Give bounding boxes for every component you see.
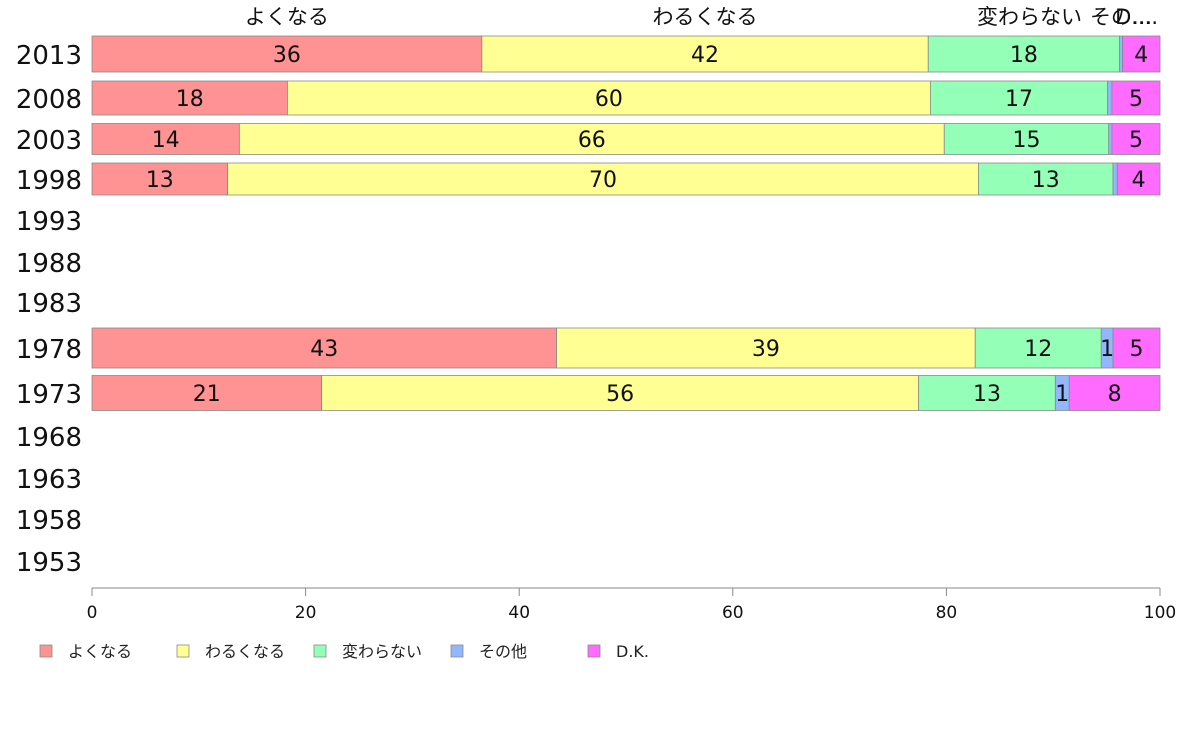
top-series-label-1: わるくなる	[653, 5, 758, 29]
year-label-1968: 1968	[16, 423, 82, 453]
data-label-1978-3: 1	[1100, 337, 1114, 362]
bar-segment-1998-4	[1116, 162, 1161, 196]
bar-segment-1998-1	[227, 162, 979, 196]
data-label-2003-1: 66	[578, 128, 606, 153]
top-series-label-2: 変わらない	[977, 5, 1082, 29]
data-label-2003-2: 15	[1013, 128, 1041, 153]
bar-segment-2008-3	[1107, 80, 1113, 116]
bar-segment-2003-3	[1108, 123, 1113, 155]
bar-segment-2013-3	[1119, 35, 1124, 73]
data-label-1978-2: 12	[1024, 337, 1052, 362]
year-label-1993: 1993	[16, 207, 82, 237]
bar-segment-1978-0	[91, 327, 557, 369]
data-label-2008-0: 18	[176, 87, 204, 112]
year-label-1983: 1983	[16, 289, 82, 319]
data-label-2013-0: 36	[273, 43, 301, 68]
year-label-1963: 1963	[16, 465, 82, 495]
legend-swatch-0	[39, 644, 53, 658]
top-series-label-4: D....	[1115, 5, 1158, 29]
bar-segment-2003-1	[238, 123, 945, 155]
legend-label-3: その他	[479, 642, 527, 661]
legend-label-1: わるくなる	[205, 642, 285, 661]
year-label-2003: 2003	[16, 126, 82, 156]
data-label-1998-1: 70	[589, 168, 617, 193]
bar-segment-1998-3	[1112, 162, 1118, 196]
bar-segment-2008-1	[287, 80, 931, 116]
bar-segment-1978-1	[556, 327, 976, 369]
x-tick-label-80: 80	[936, 603, 958, 623]
x-tick-label-40: 40	[508, 603, 530, 623]
bar-segment-2013-1	[481, 35, 929, 73]
bar-segment-2013-4	[1122, 35, 1161, 73]
year-label-1978: 1978	[16, 335, 82, 365]
x-tick-label-60: 60	[722, 603, 744, 623]
data-label-1978-1: 39	[752, 337, 780, 362]
bar-segment-2008-0	[91, 80, 288, 116]
data-label-1998-0: 13	[146, 168, 174, 193]
bar-segment-2013-2	[927, 35, 1120, 73]
year-label-2013: 2013	[16, 41, 82, 71]
data-label-2013-1: 42	[691, 43, 719, 68]
data-label-1973-0: 21	[193, 382, 221, 407]
bar-segment-2003-4	[1111, 123, 1161, 155]
legend-label-4: D.K.	[616, 642, 649, 661]
legend-label-0: よくなる	[68, 642, 132, 661]
bar-segment-1973-1	[321, 375, 920, 411]
data-label-2008-1: 60	[595, 87, 623, 112]
data-label-1998-4: 4	[1132, 168, 1146, 193]
data-label-2013-2: 18	[1010, 43, 1038, 68]
data-label-1978-0: 43	[310, 337, 338, 362]
year-label-1958: 1958	[16, 506, 82, 536]
year-label-1973: 1973	[16, 380, 82, 410]
data-label-1978-4: 5	[1130, 337, 1144, 362]
bar-segment-2008-2	[929, 80, 1109, 116]
bar-segment-1978-4	[1112, 327, 1161, 369]
data-label-1973-3: 1	[1055, 382, 1069, 407]
legend-label-2: 変わらない	[342, 642, 422, 661]
top-series-label-0: よくなる	[245, 5, 329, 29]
bar-segment-2013-0	[91, 35, 483, 73]
year-label-2008: 2008	[16, 85, 82, 115]
bar-segment-2003-0	[91, 123, 240, 155]
data-label-2008-4: 5	[1129, 87, 1143, 112]
data-label-1973-4: 8	[1108, 382, 1122, 407]
legend-swatch-3	[450, 644, 464, 658]
data-label-2003-4: 5	[1129, 128, 1143, 153]
bar-segment-2008-4	[1111, 80, 1161, 116]
bar-segment-1978-2	[974, 327, 1102, 369]
data-label-2003-0: 14	[152, 128, 180, 153]
bar-segment-1973-4	[1068, 375, 1161, 411]
legend-swatch-1	[176, 644, 190, 658]
legend-swatch-4	[587, 644, 601, 658]
year-label-1953: 1953	[16, 548, 82, 578]
legend-swatch-2	[313, 644, 327, 658]
data-label-1998-2: 13	[1032, 168, 1060, 193]
bar-segment-1998-0	[91, 162, 229, 196]
data-label-2008-2: 17	[1005, 87, 1033, 112]
x-tick-label-0: 0	[87, 603, 98, 623]
data-label-1973-2: 13	[973, 382, 1001, 407]
x-tick-label-20: 20	[295, 603, 317, 623]
top-series-label-3: その...	[1090, 5, 1152, 29]
x-tick-label-100: 100	[1144, 603, 1176, 623]
year-label-1988: 1988	[16, 249, 82, 279]
year-label-1998: 1998	[16, 166, 82, 196]
data-label-1973-1: 56	[606, 382, 634, 407]
data-label-2013-4: 4	[1134, 43, 1148, 68]
